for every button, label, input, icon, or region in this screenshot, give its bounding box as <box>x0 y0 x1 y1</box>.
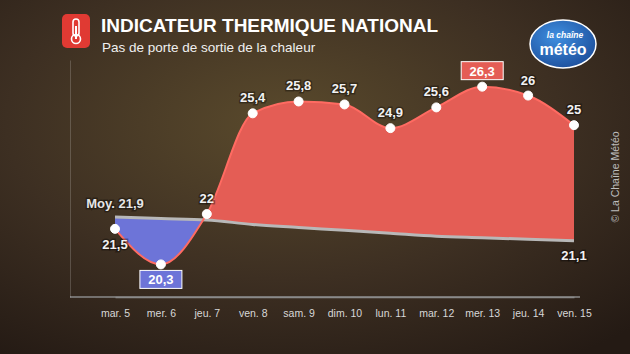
logo-badge <box>530 20 596 68</box>
logo-text: météo <box>539 41 586 58</box>
title: INDICATEUR THERMIQUE NATIONAL <box>101 15 438 36</box>
logo: la chaînemétéo <box>530 20 596 68</box>
value-line <box>115 87 574 265</box>
data-label: 26,3 <box>470 64 495 79</box>
point <box>156 260 165 269</box>
x-axis-line <box>116 297 575 299</box>
data-label: 24,9 <box>378 105 403 120</box>
x-tick-label: sam. 9 <box>283 307 315 319</box>
x-tick: mar. 12 <box>419 297 454 319</box>
data-label: 25,4 <box>240 90 266 105</box>
point <box>570 121 579 130</box>
logo-text: la chaîne <box>547 30 584 40</box>
data-label: 21,5 <box>102 237 127 252</box>
x-tick: ven. 8 <box>239 297 268 319</box>
label-box <box>461 62 503 80</box>
data-label: 25,8 <box>286 78 311 93</box>
data-label: 25,7 <box>332 81 357 96</box>
x-tick: mer. 6 <box>147 297 176 319</box>
x-tick-label: ven. 15 <box>557 307 592 319</box>
average-label: 21,1 <box>561 248 586 263</box>
subtitle: Pas de porte de sortie de la chaleur <box>102 40 316 55</box>
y-axis-line <box>70 61 71 298</box>
area-below-average <box>115 87 574 265</box>
point <box>202 210 211 219</box>
x-tick-label: jeu. 7 <box>193 307 220 319</box>
data-label: 22 <box>200 191 214 206</box>
x-tick-label: mar. 5 <box>101 307 130 319</box>
label-box <box>140 270 182 288</box>
point <box>432 103 441 112</box>
x-tick-label: mar. 12 <box>419 307 454 319</box>
point <box>248 109 257 118</box>
x-tick-label: dim. 10 <box>328 307 363 319</box>
point <box>111 224 120 233</box>
x-tick: jeu. 14 <box>512 297 545 319</box>
x-tick: ven. 15 <box>557 297 592 319</box>
x-tick-label: mer. 6 <box>147 307 176 319</box>
average-label: Moy. 21,9 <box>86 196 144 211</box>
data-label: 25 <box>567 102 581 117</box>
x-tick: sam. 9 <box>283 297 315 319</box>
average-line <box>115 217 574 241</box>
data-label: 20,3 <box>148 272 173 287</box>
data-label: 25,6 <box>424 84 449 99</box>
point <box>294 97 303 106</box>
x-tick: dim. 10 <box>328 297 363 319</box>
icon-mercury <box>75 26 77 39</box>
point <box>386 124 395 133</box>
thermometer-icon <box>62 14 90 48</box>
y-axis <box>70 61 71 298</box>
plot-area <box>111 82 579 269</box>
x-tick-label: lun. 11 <box>376 307 407 319</box>
data-labels: 21,5 20,3 22 25,4 25,8 25,7 24,9 25,6 26,3 26 25 Mo… <box>86 62 586 289</box>
x-tick-label: ven. 8 <box>239 307 268 319</box>
chart: mar. 5 mer. 6 jeu. 7 ven. 8 sam. 9 dim. 10 lun… <box>0 0 630 354</box>
point <box>524 91 533 100</box>
x-axis: mar. 5 mer. 6 jeu. 7 ven. 8 sam. 9 dim. 10 lun… <box>101 297 592 319</box>
point <box>478 82 487 91</box>
x-tick: jeu. 7 <box>193 297 220 319</box>
x-tick-label: jeu. 14 <box>512 307 545 319</box>
x-tick: mer. 13 <box>465 297 500 319</box>
copyright: © La Chaîne Météo <box>609 131 621 222</box>
point <box>340 100 349 109</box>
background <box>0 0 630 354</box>
x-tick: mar. 5 <box>101 297 130 319</box>
icon-box <box>62 14 90 48</box>
x-tick: lun. 11 <box>376 297 407 319</box>
area-above-average <box>115 87 574 265</box>
baseline <box>70 296 580 298</box>
data-label: 26 <box>521 73 535 88</box>
x-tick-label: mer. 13 <box>465 307 500 319</box>
